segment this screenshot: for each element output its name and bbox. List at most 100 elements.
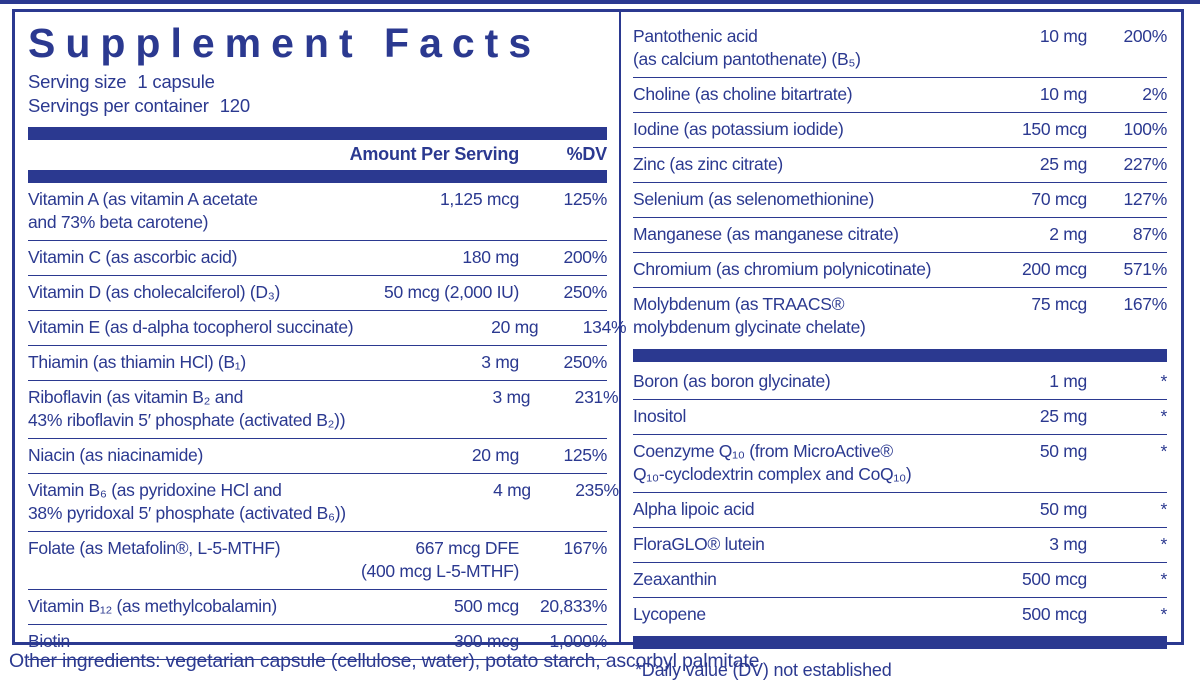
panel-right-column: Pantothenic acid (as calcium pantothenat… xyxy=(619,12,1181,680)
nutrient-name: Vitamin A (as vitamin A acetate and 73% … xyxy=(28,189,258,232)
nutrient-amount: 50 mcg (2,000 IU) xyxy=(384,282,519,302)
nutrient-amount: 25 mg xyxy=(1039,154,1087,174)
nutrient-dv: * xyxy=(1160,534,1167,554)
nutrient-dv: 125% xyxy=(563,189,607,209)
nutrient-amount: 500 mcg xyxy=(1021,569,1087,589)
nutrient-row: Vitamin A (as vitamin A acetate and 73% … xyxy=(28,183,607,241)
nutrient-row: Riboflavin (as vitamin B₂ and 43% ribofl… xyxy=(28,381,619,439)
supplement-facts-panel: Supplement Facts Serving size 1 capsule S… xyxy=(12,9,1184,680)
nutrient-name: Vitamin D (as cholecalciferol) (D₃) xyxy=(28,282,281,302)
panel-title: Supplement Facts xyxy=(28,20,542,66)
nutrient-amount: 75 mcg xyxy=(1031,294,1087,314)
nutrient-dv: 167% xyxy=(1123,294,1167,314)
nutrient-name: FloraGLO® lutein xyxy=(633,534,765,554)
column-header-row: Amount Per Serving %DV xyxy=(28,140,608,170)
nutrient-dv: * xyxy=(1160,441,1167,461)
nutrient-row: Zinc (as zinc citrate) 25 mg 227% xyxy=(633,148,1167,183)
nutrient-name: Pantothenic acid (as calcium pantothenat… xyxy=(633,26,861,69)
nutrient-dv: * xyxy=(1160,569,1167,589)
nutrient-row: Thiamin (as thiamin HCl) (B₁) 3 mg 250% xyxy=(28,346,607,381)
nutrient-dv: * xyxy=(1160,499,1167,519)
nutrient-dv: 125% xyxy=(563,445,607,465)
section-divider-bar xyxy=(633,636,1167,649)
nutrient-dv: 2% xyxy=(1142,84,1167,104)
dv-footnote: *Daily value (DV) not established xyxy=(635,660,892,680)
nutrient-name: Manganese (as manganese citrate) xyxy=(633,224,899,244)
nutrient-row: Biotin 300 mcg 1,000% xyxy=(28,625,607,660)
nutrient-row: Alpha lipoic acid 50 mg * xyxy=(633,493,1167,528)
nutrient-amount: 50 mg xyxy=(1039,499,1087,519)
servings-per-container-line: Servings per container 120 xyxy=(28,94,607,118)
nutrient-dv: 167% xyxy=(563,538,607,558)
nutrient-name: Coenzyme Q₁₀ (from MicroActive® Q₁₀-cycl… xyxy=(633,441,912,484)
nutrient-rows-left: Vitamin A (as vitamin A acetate and 73% … xyxy=(28,183,627,660)
header-divider-bar xyxy=(28,170,607,183)
serving-size-line: Serving size 1 capsule xyxy=(28,70,607,94)
nutrient-dv: 20,833% xyxy=(540,596,607,616)
nutrient-dv: 571% xyxy=(1123,259,1167,279)
nutrient-amount: 1,125 mcg xyxy=(439,189,519,209)
nutrient-name: Zinc (as zinc citrate) xyxy=(633,154,783,174)
nutrient-amount: 20 mg xyxy=(491,317,539,337)
nutrient-name: Biotin xyxy=(28,631,70,651)
nutrient-row: Inositol 25 mg * xyxy=(633,400,1167,435)
nutrient-name: Zeaxanthin xyxy=(633,569,717,589)
nutrient-dv: 250% xyxy=(563,352,607,372)
nutrient-row: Choline (as choline bitartrate) 10 mg 2% xyxy=(633,78,1167,113)
nutrient-name: Molybdenum (as TRAACS® molybdenum glycin… xyxy=(633,294,866,337)
nutrient-dv: 250% xyxy=(563,282,607,302)
nutrient-row: Boron (as boron glycinate) 1 mg * xyxy=(633,365,1167,400)
nutrient-row: Coenzyme Q₁₀ (from MicroActive® Q₁₀-cycl… xyxy=(633,435,1167,493)
nutrient-dv: 100% xyxy=(1123,119,1167,139)
nutrient-row: Vitamin E (as d-alpha tocopherol succina… xyxy=(28,311,627,346)
nutrient-dv: 235% xyxy=(575,480,619,500)
other-ingredients-text: Other ingredients: vegetarian capsule (c… xyxy=(9,650,760,672)
dv-header: %DV xyxy=(566,144,608,164)
nutrient-dv: 231% xyxy=(574,387,619,407)
nutrient-amount: 10 mg xyxy=(1039,26,1087,46)
panel-left-column: Supplement Facts Serving size 1 capsule S… xyxy=(15,12,627,660)
nutrient-amount: 667 mcg DFE (400 mcg L-5-MTHF) xyxy=(361,538,519,581)
nutrient-row: Pantothenic acid (as calcium pantothenat… xyxy=(633,20,1167,78)
nutrient-name: Boron (as boron glycinate) xyxy=(633,371,831,391)
nutrient-dv: 134% xyxy=(582,317,627,337)
nutrient-dv: 87% xyxy=(1132,224,1167,244)
section-divider-bar xyxy=(633,349,1167,362)
nutrient-row: Iodine (as potassium iodide) 150 mcg 100… xyxy=(633,113,1167,148)
nutrient-dv: 227% xyxy=(1123,154,1167,174)
nutrient-name: Chromium (as chromium polynicotinate) xyxy=(633,259,932,279)
nutrient-amount: 3 mg xyxy=(492,387,531,407)
nutrient-row: Molybdenum (as TRAACS® molybdenum glycin… xyxy=(633,288,1167,345)
servings-per-container-value: 120 xyxy=(219,95,250,116)
nutrient-row: Lycopene 500 mcg * xyxy=(633,598,1167,632)
amount-per-serving-header: Amount Per Serving xyxy=(349,144,520,164)
nutrient-amount: 300 mcg xyxy=(453,631,519,651)
nutrient-row: Vitamin B₆ (as pyridoxine HCl and 38% py… xyxy=(28,474,619,532)
top-decorative-bar xyxy=(0,0,1200,4)
servings-per-container-label: Servings per container xyxy=(28,95,209,116)
nutrient-amount: 70 mcg xyxy=(1031,189,1087,209)
nutrient-name: Inositol xyxy=(633,406,687,426)
nutrient-amount: 10 mg xyxy=(1039,84,1087,104)
nutrient-name: Lycopene xyxy=(633,604,706,624)
nutrient-amount: 25 mg xyxy=(1039,406,1087,426)
nutrient-dv: 200% xyxy=(563,247,607,267)
nutrient-dv: 200% xyxy=(1123,26,1167,46)
nutrient-name: Riboflavin (as vitamin B₂ and 43% ribofl… xyxy=(28,387,346,430)
nutrient-amount: 150 mcg xyxy=(1021,119,1087,139)
nutrient-name: Vitamin E (as d-alpha tocopherol succina… xyxy=(28,317,354,337)
nutrient-amount: 3 mg xyxy=(481,352,519,372)
serving-size-label: Serving size xyxy=(28,71,127,92)
nutrient-row: Folate (as Metafolin®, L-5-MTHF) 667 mcg… xyxy=(28,532,607,590)
nutrient-dv: * xyxy=(1160,604,1167,624)
nutrient-amount: 500 mcg xyxy=(453,596,519,616)
nutrient-name: Vitamin B₁₂ (as methylcobalamin) xyxy=(28,596,277,616)
nutrient-name: Vitamin C (as ascorbic acid) xyxy=(28,247,238,267)
nutrient-row: FloraGLO® lutein 3 mg * xyxy=(633,528,1167,563)
serving-size-value: 1 capsule xyxy=(137,71,215,92)
nutrient-amount: 20 mg xyxy=(471,445,519,465)
nutrient-row: Chromium (as chromium polynicotinate) 20… xyxy=(633,253,1167,288)
nutrient-amount: 2 mg xyxy=(1049,224,1087,244)
nutrient-name: Iodine (as potassium iodide) xyxy=(633,119,844,139)
